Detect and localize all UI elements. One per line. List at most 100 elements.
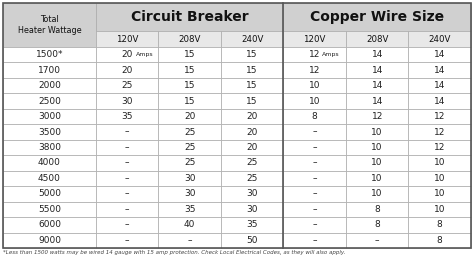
Bar	[221, 93, 283, 109]
Text: Amps: Amps	[137, 52, 154, 57]
Bar	[283, 109, 346, 124]
Bar	[346, 63, 409, 78]
Text: Amps: Amps	[322, 52, 340, 57]
Bar	[283, 124, 346, 140]
Text: 20: 20	[246, 112, 258, 121]
Text: –: –	[375, 236, 380, 245]
Text: Circuit Breaker: Circuit Breaker	[131, 10, 248, 24]
Bar	[409, 233, 471, 248]
Bar	[221, 155, 283, 171]
Bar	[158, 109, 221, 124]
Bar	[283, 47, 346, 63]
Bar	[3, 47, 96, 63]
Text: 10: 10	[372, 174, 383, 183]
Text: 120V: 120V	[303, 35, 326, 44]
Bar	[409, 63, 471, 78]
Bar	[3, 124, 96, 140]
Bar	[346, 124, 409, 140]
Text: –: –	[125, 143, 129, 152]
Text: –: –	[125, 220, 129, 229]
Text: –: –	[187, 236, 192, 245]
Text: 20: 20	[246, 128, 258, 136]
Bar	[96, 78, 158, 93]
Text: 25: 25	[246, 174, 258, 183]
Bar	[346, 202, 409, 217]
Bar	[3, 78, 96, 93]
Text: 20: 20	[184, 112, 195, 121]
Text: 14: 14	[372, 81, 383, 90]
Text: 25: 25	[184, 158, 195, 167]
Text: 10: 10	[434, 205, 446, 214]
Text: 4500: 4500	[38, 174, 61, 183]
Bar	[221, 109, 283, 124]
Text: 10: 10	[309, 97, 320, 106]
Text: 12: 12	[434, 143, 446, 152]
Text: 1500*: 1500*	[36, 50, 63, 59]
Bar	[221, 171, 283, 186]
Text: 12: 12	[309, 50, 320, 59]
Bar	[409, 155, 471, 171]
Bar	[283, 63, 346, 78]
Text: 240V: 240V	[428, 35, 451, 44]
Text: 14: 14	[434, 81, 446, 90]
Text: 15: 15	[184, 81, 195, 90]
Text: 14: 14	[434, 66, 446, 75]
Bar	[96, 109, 158, 124]
Text: 35: 35	[121, 112, 133, 121]
Bar	[96, 217, 158, 233]
Text: 20: 20	[246, 143, 258, 152]
Bar	[346, 78, 409, 93]
Bar	[96, 140, 158, 155]
Bar	[409, 47, 471, 63]
Bar	[409, 186, 471, 202]
Bar	[409, 202, 471, 217]
Bar	[96, 155, 158, 171]
Bar	[96, 233, 158, 248]
Text: 25: 25	[246, 158, 258, 167]
Bar	[3, 109, 96, 124]
Bar	[346, 233, 409, 248]
Text: 35: 35	[184, 205, 195, 214]
Text: 10: 10	[434, 189, 446, 198]
Text: 14: 14	[372, 50, 383, 59]
Text: 2500: 2500	[38, 97, 61, 106]
Bar	[409, 124, 471, 140]
Bar	[409, 78, 471, 93]
Text: 30: 30	[184, 189, 195, 198]
Text: 10: 10	[434, 158, 446, 167]
Bar	[283, 93, 346, 109]
Text: Total
Heater Wattage: Total Heater Wattage	[18, 15, 81, 35]
Text: 20: 20	[121, 66, 133, 75]
Bar	[158, 140, 221, 155]
Bar	[346, 186, 409, 202]
Text: 3500: 3500	[38, 128, 61, 136]
Bar	[221, 186, 283, 202]
Bar	[283, 171, 346, 186]
Text: 12: 12	[434, 128, 446, 136]
Text: 4000: 4000	[38, 158, 61, 167]
Bar	[221, 233, 283, 248]
Bar	[346, 109, 409, 124]
Bar	[346, 93, 409, 109]
Bar	[96, 31, 158, 47]
Text: 12: 12	[309, 66, 320, 75]
Bar	[221, 140, 283, 155]
Text: –: –	[125, 236, 129, 245]
Bar	[158, 202, 221, 217]
Bar	[3, 233, 96, 248]
Text: 8: 8	[437, 236, 443, 245]
Text: 12: 12	[434, 112, 446, 121]
Bar	[3, 202, 96, 217]
Text: 1700: 1700	[38, 66, 61, 75]
Text: 8: 8	[437, 220, 443, 229]
Bar	[96, 186, 158, 202]
Text: –: –	[312, 220, 317, 229]
Bar	[283, 202, 346, 217]
Text: 8: 8	[374, 205, 380, 214]
Bar	[409, 217, 471, 233]
Text: –: –	[125, 174, 129, 183]
Text: 25: 25	[184, 128, 195, 136]
Bar	[346, 217, 409, 233]
Text: 30: 30	[121, 97, 133, 106]
Text: 208V: 208V	[366, 35, 388, 44]
